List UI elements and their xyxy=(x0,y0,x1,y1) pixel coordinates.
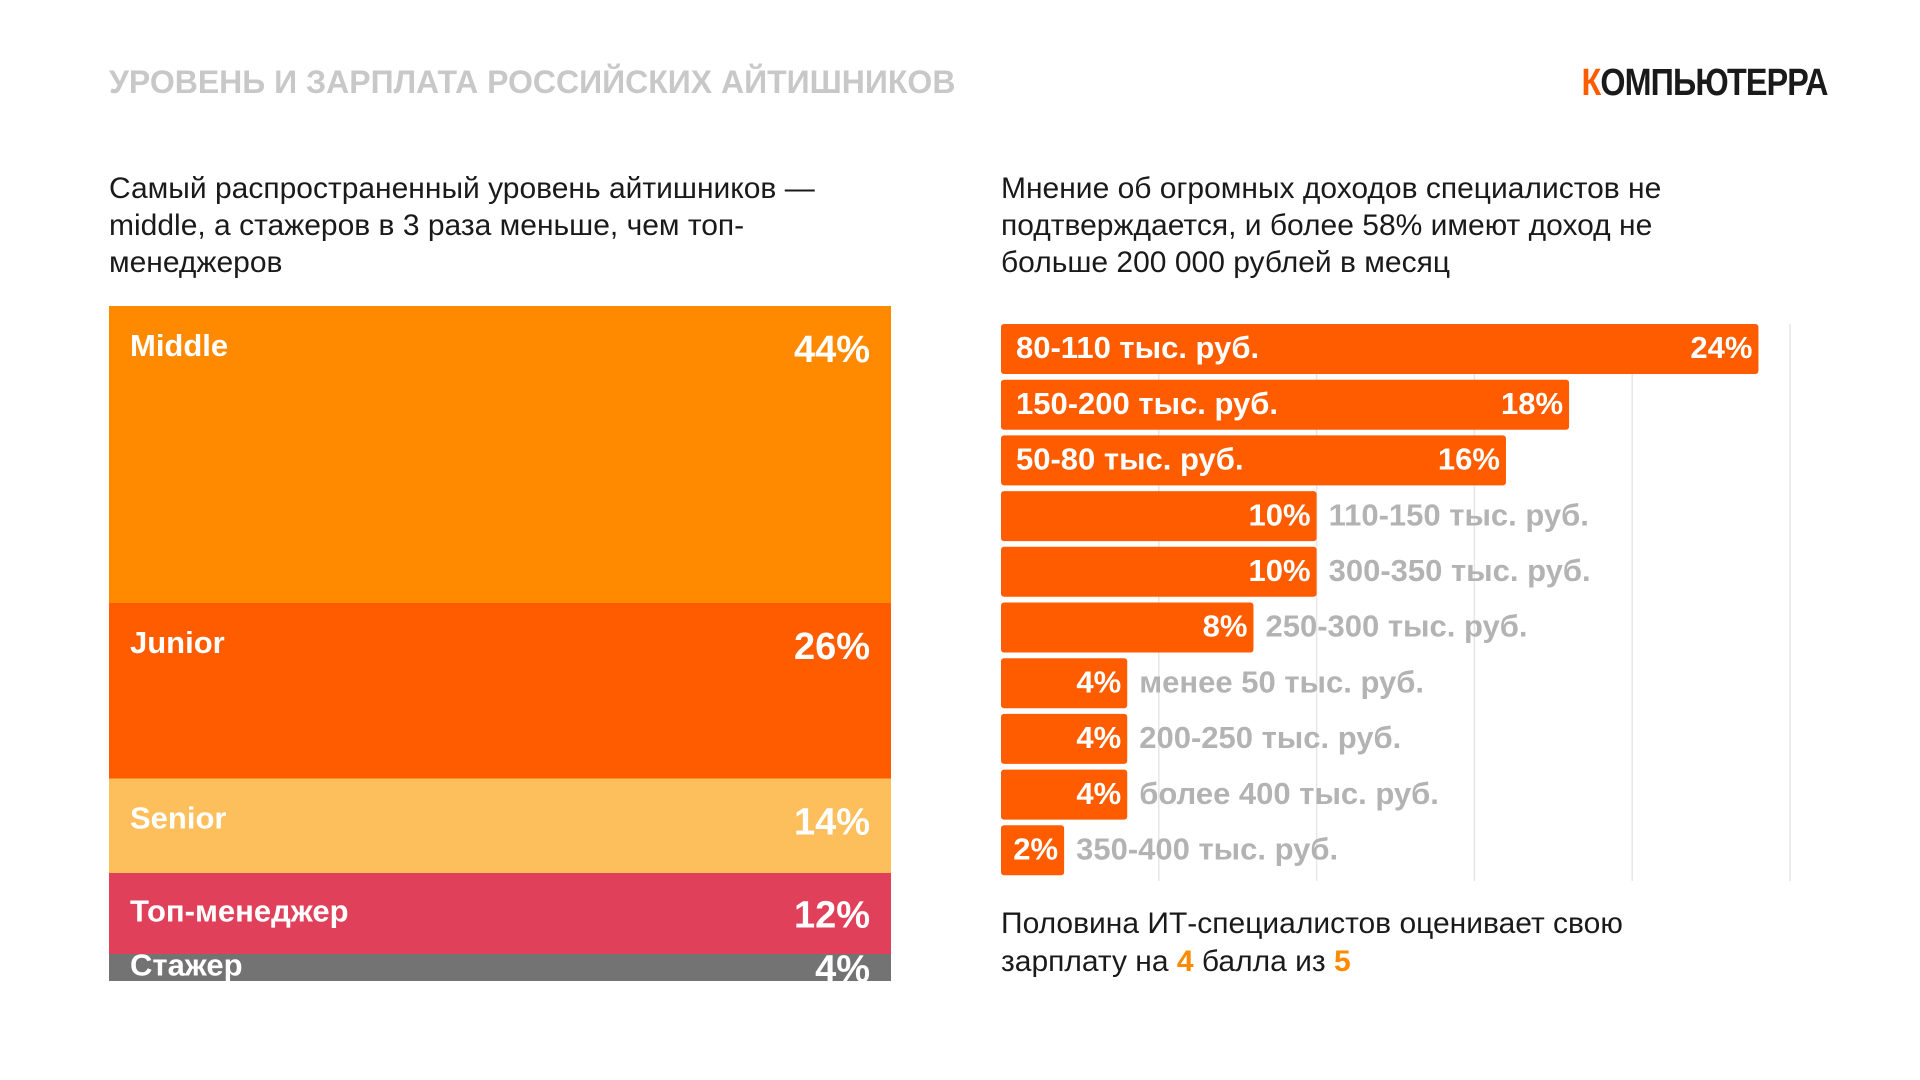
logo: КОМПЬЮТЕРРА xyxy=(1581,62,1829,104)
footnote-highlight: 5 xyxy=(1333,945,1351,978)
footnote-highlight: 4 xyxy=(1176,945,1194,978)
category-label: 250-300 тыс. руб. xyxy=(1265,609,1527,644)
segment-label: Middle xyxy=(130,328,228,363)
bar xyxy=(1001,602,1254,653)
footnote-text: Половина ИТ-специалистов оценивает свою … xyxy=(1001,907,1623,978)
value-label: 16% xyxy=(1438,442,1500,477)
bar xyxy=(1001,769,1128,820)
bar xyxy=(1001,324,1759,374)
chart-subtitle: Мнение об огромных доходов специалистов … xyxy=(1001,172,1662,279)
segment xyxy=(109,954,891,981)
value-label: 4% xyxy=(1076,720,1121,755)
bar xyxy=(1001,713,1128,764)
category-label: более 400 тыс. руб. xyxy=(1139,776,1439,811)
value-label: 10% xyxy=(1249,553,1311,588)
value-label: 2% xyxy=(1013,831,1058,866)
value-label: 10% xyxy=(1249,497,1311,532)
bar xyxy=(1001,379,1570,430)
segment xyxy=(109,873,891,954)
value-label: 8% xyxy=(1203,609,1248,644)
category-label: 150-200 тыс. руб. xyxy=(1016,386,1278,421)
value-label: 24% xyxy=(1690,330,1752,365)
value-label: 4% xyxy=(1076,776,1121,811)
segment-label: Стажер xyxy=(130,948,243,983)
bar xyxy=(1001,435,1506,486)
value-label: 14% xyxy=(794,802,870,844)
bar xyxy=(1001,491,1317,542)
footnote-text: балла из xyxy=(1193,945,1334,978)
segment-label: Senior xyxy=(130,801,226,836)
segment xyxy=(109,306,891,603)
category-label: 350-400 тыс. руб. xyxy=(1076,831,1338,866)
value-label: 4% xyxy=(1076,664,1121,699)
value-label: 4% xyxy=(815,949,870,991)
segment xyxy=(109,603,891,779)
footnote: Половина ИТ-специалистов оценивает свою … xyxy=(1001,905,1651,981)
category-label: 80-110 тыс. руб. xyxy=(1016,330,1259,365)
bar xyxy=(1001,658,1128,709)
segment xyxy=(109,778,891,873)
bar xyxy=(1001,825,1065,876)
value-label: 18% xyxy=(1501,386,1563,421)
value-label: 44% xyxy=(794,329,870,371)
category-label: 110-150 тыс. руб. xyxy=(1329,497,1589,532)
value-label: 26% xyxy=(794,626,870,668)
bar xyxy=(1001,546,1317,597)
segment-label: Junior xyxy=(130,625,225,660)
category-label: 200-250 тыс. руб. xyxy=(1139,720,1401,755)
chart-subtitle: Самый распространенный уровень айтишнико… xyxy=(109,172,815,279)
value-label: 12% xyxy=(794,895,870,937)
category-label: менее 50 тыс. руб. xyxy=(1139,664,1424,699)
segment-label: Топ-менеджер xyxy=(130,894,349,929)
category-label: 50-80 тыс. руб. xyxy=(1016,442,1244,477)
page-title: УРОВЕНЬ И ЗАРПЛАТА РОССИЙСКИХ АЙТИШНИКОВ xyxy=(109,64,956,100)
category-label: 300-350 тыс. руб. xyxy=(1329,553,1591,588)
